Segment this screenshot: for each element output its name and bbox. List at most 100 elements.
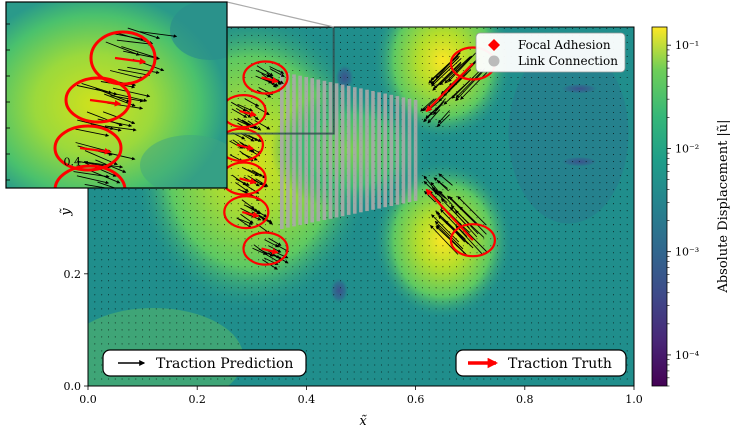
- grid-dot: [94, 301, 96, 303]
- grid-dot: [599, 189, 601, 191]
- grid-dot: [148, 329, 150, 331]
- grid-dot: [264, 259, 267, 261]
- grid-dot: [107, 196, 110, 198]
- grid-dot: [94, 336, 96, 338]
- prediction-arrow: [244, 98, 259, 107]
- grid-dot: [367, 280, 369, 282]
- grid-dot: [237, 245, 239, 247]
- grid-dot: [223, 336, 226, 338]
- grid-dot: [278, 175, 280, 177]
- grid-dot: [258, 196, 260, 198]
- grid-dot: [339, 273, 342, 275]
- y-axis-ticks: 0.00.20.4: [64, 156, 88, 393]
- grid-dot: [292, 69, 294, 72]
- grid-dot: [469, 329, 471, 331]
- truth-arrow: [261, 247, 279, 255]
- grid-dot: [264, 119, 267, 121]
- grid-dot: [626, 34, 628, 36]
- grid-dot: [155, 217, 157, 219]
- grid-dot: [449, 111, 451, 114]
- grid-dot: [326, 161, 328, 163]
- grid-dot: [612, 259, 615, 261]
- grid-dot: [326, 154, 328, 156]
- grid-dot: [210, 315, 212, 317]
- grid-dot: [496, 308, 499, 310]
- grid-dot: [496, 119, 499, 121]
- grid-dot: [469, 97, 471, 100]
- grid-dot: [421, 252, 423, 254]
- grid-dot: [578, 280, 580, 282]
- grid-dot: [387, 62, 389, 65]
- grid-dot: [258, 238, 260, 240]
- grid-dot: [367, 343, 369, 345]
- grid-dot: [612, 336, 615, 338]
- grid-dot: [503, 140, 505, 142]
- grid-dot: [299, 252, 301, 254]
- grid-dot: [449, 27, 451, 29]
- grid-dot: [469, 259, 471, 261]
- grid-dot: [285, 301, 287, 303]
- grid-dot: [483, 210, 485, 212]
- grid-dot: [551, 322, 553, 324]
- grid-dot: [606, 259, 608, 261]
- grid-dot: [142, 189, 144, 191]
- grid-dot: [360, 329, 362, 331]
- grid-dot: [176, 203, 178, 205]
- grid-dot: [305, 55, 307, 57]
- grid-dot: [435, 322, 437, 324]
- grid-dot: [230, 273, 232, 275]
- grid-dot: [449, 140, 451, 142]
- grid-dot: [428, 111, 430, 114]
- link-connection: [401, 97, 406, 204]
- grid-dot: [626, 259, 628, 261]
- grid-dot: [537, 83, 539, 86]
- grid-dot: [326, 126, 328, 128]
- grid-dot: [210, 301, 212, 303]
- grid-dot: [353, 76, 355, 79]
- grid-dot: [544, 266, 546, 268]
- grid-dot: [476, 315, 478, 317]
- grid-dot: [578, 161, 580, 163]
- grid-dot: [264, 315, 267, 317]
- grid-dot: [107, 238, 110, 240]
- grid-dot: [510, 90, 512, 93]
- grid-dot: [251, 27, 253, 29]
- grid-dot: [101, 217, 103, 219]
- grid-dot: [496, 133, 499, 135]
- grid-dot: [455, 168, 458, 170]
- grid-dot: [408, 224, 410, 226]
- grid-dot: [367, 322, 369, 324]
- grid-dot: [551, 378, 553, 380]
- grid-dot: [496, 175, 499, 177]
- grid-dot: [339, 97, 342, 100]
- grid-dot: [353, 350, 355, 352]
- grid-dot: [537, 294, 539, 296]
- grid-dot: [326, 182, 328, 184]
- grid-dot: [189, 266, 191, 268]
- grid-dot: [387, 69, 389, 72]
- grid-dot: [415, 329, 417, 331]
- colorbar-label: Absolute Displacement |ũ|: [716, 119, 731, 293]
- grid-dot: [408, 280, 410, 282]
- grid-dot: [251, 336, 253, 338]
- grid-dot: [387, 315, 389, 317]
- grid-dot: [537, 238, 539, 240]
- grid-dot: [237, 175, 239, 177]
- link-connection: [316, 79, 321, 222]
- grid-dot: [299, 378, 301, 380]
- grid-dot: [483, 294, 485, 296]
- grid-dot: [394, 210, 396, 212]
- grid-dot: [558, 126, 560, 128]
- grid-dot: [551, 90, 553, 93]
- grid-dot: [599, 315, 601, 317]
- grid-dot: [258, 217, 260, 219]
- grid-dot: [606, 168, 608, 170]
- grid-dot: [271, 238, 273, 240]
- grid-dot: [326, 329, 328, 331]
- grid-dot: [510, 217, 512, 219]
- grid-dot: [483, 168, 485, 170]
- grid-dot: [408, 315, 410, 317]
- grid-dot: [339, 280, 342, 282]
- grid-dot: [469, 175, 471, 177]
- grid-dot: [394, 336, 396, 338]
